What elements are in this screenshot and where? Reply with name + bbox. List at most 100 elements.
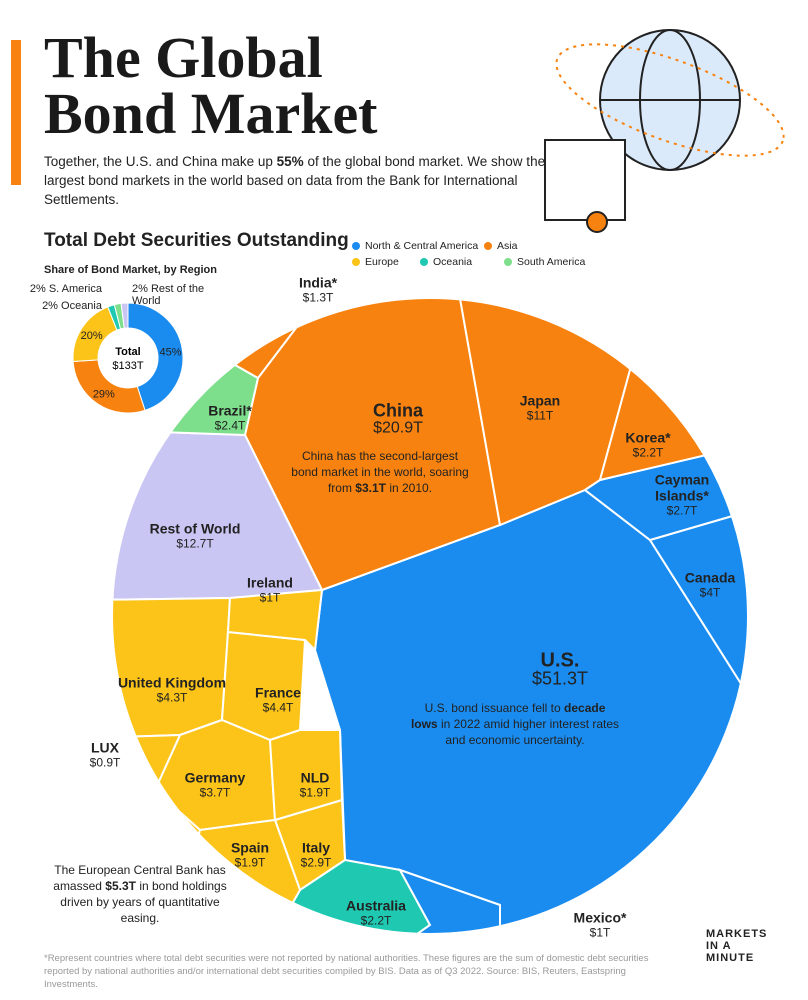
cell-name: Ireland [247, 574, 293, 591]
logo-line: MINUTE [706, 952, 755, 964]
cell-label: Brazil* $2.4T [175, 403, 285, 434]
logo-line: IN A [706, 940, 732, 952]
cell-name: Mexico* [573, 909, 627, 926]
accent-bar [11, 40, 21, 185]
pie-label: 20% [81, 330, 103, 342]
cell-name: LUX [91, 739, 119, 756]
pie-center-name: Total [115, 346, 140, 358]
cell-label: Korea* $2.2T [593, 430, 703, 461]
voronoi-outline [111, 297, 749, 935]
cell-value: $2.2T [632, 445, 664, 460]
pie-slice [120, 302, 129, 329]
cell-label: Italy $2.9T [261, 840, 371, 871]
legend-label: Asia [497, 240, 518, 252]
pie-label: 2% Oceania [42, 300, 102, 312]
cell-name: China [372, 400, 423, 421]
footnote: *Represent countries where total debt se… [44, 953, 649, 990]
text-piece: U.S. bond issuance fell to [424, 701, 565, 715]
cell-label: Japan $11T [485, 393, 595, 424]
cell-name: Rest of World [149, 520, 241, 537]
legend-swatch [484, 242, 492, 250]
cell-name: United Kingdom [117, 674, 227, 691]
legend-item: Asia [484, 240, 517, 252]
cell-label: United Kingdom $4.3T [117, 675, 227, 706]
cell-value: $0.9T [89, 755, 121, 770]
cell-name: Spain [230, 839, 270, 856]
pie-center-value: $133T [112, 360, 143, 372]
text-piece: The European Central Bank has amassed [53, 863, 226, 893]
logo-line: MARKETS [706, 928, 768, 940]
pie-slice [127, 302, 184, 411]
cell-label: Cayman Islands* $2.7T [627, 472, 737, 519]
legend-item: North & Central America [352, 240, 478, 252]
cell-label: Germany $3.7T [160, 770, 270, 801]
subtitle: Together, the U.S. and China make up 55%… [44, 152, 564, 209]
cell-name: Germany [184, 769, 246, 786]
annotation: The European Central Bank has amassed $5… [40, 862, 240, 926]
pie-slice [72, 359, 146, 414]
pie-label: 2% S. America [29, 283, 102, 295]
text-piece: of the global bond market. We show the l… [44, 154, 546, 207]
cell-label: India* $1.3T [263, 275, 373, 306]
cell-label: LUX $0.9T [50, 740, 160, 771]
title: The Global Bond Market [44, 25, 378, 146]
cell-label: France $4.4T [223, 685, 333, 716]
pie-label: 2% Rest of the World [132, 283, 205, 307]
globe-illustration [544, 29, 785, 233]
cell-value: $12.7T [176, 536, 214, 551]
cell-value: $4.4T [262, 700, 294, 715]
legend-swatch [420, 258, 428, 266]
pie-title: Share of Bond Market, by Region [44, 264, 217, 276]
pie-label: 45% [159, 346, 181, 358]
legend-swatch [352, 258, 360, 266]
cell-value: $2.4T [214, 418, 246, 433]
cell-label: U.S. $51.3T [505, 650, 615, 689]
text-piece: in 2010. [385, 481, 433, 495]
text-piece: $5.3T [105, 879, 136, 893]
voronoi-cell [112, 596, 232, 740]
cell-label: NLD $1.9T [260, 770, 370, 801]
legend-swatch [504, 258, 512, 266]
voronoi [112, 298, 748, 934]
cell-value: $1.3T [302, 290, 334, 305]
text-piece: 55% [276, 154, 304, 169]
cell-value: $1.9T [299, 785, 331, 800]
cell-value: $3.7T [199, 785, 231, 800]
logo: MARKETS IN A MINUTE [706, 928, 767, 964]
cell-label: Canada $4T [655, 570, 765, 601]
cell-name: Canada [684, 569, 736, 586]
cell-value: $1.9T [234, 855, 266, 870]
cell-label: Mexico* $1T [545, 910, 655, 941]
cell-label: Rest of World $12.7T [140, 521, 250, 552]
cell-value: $11T [526, 408, 554, 423]
section-title: Total Debt Securities Outstanding [44, 230, 349, 251]
legend-item: South America [504, 256, 585, 268]
cell-value: $20.9T [373, 419, 423, 437]
text-piece: decade lows [410, 701, 606, 731]
text-piece: in bond holdings driven by years of quan… [60, 879, 227, 925]
cell-name: India* [298, 274, 338, 291]
text-piece: $3.1T [355, 481, 386, 495]
legend-swatch [352, 242, 360, 250]
annotation: U.S. bond issuance fell to decade lows i… [410, 700, 620, 748]
cell-name: Korea* [625, 429, 671, 446]
voronoi-cell [376, 868, 501, 934]
pie-label: 29% [93, 389, 115, 401]
cell-label: Australia $2.2T [321, 898, 431, 929]
voronoi-cell [268, 729, 344, 822]
cell-value: $51.3T [531, 668, 589, 689]
text-piece: China has the second-largest bond market… [291, 449, 469, 495]
legend-item: Europe [352, 256, 399, 268]
cell-name: Japan [519, 392, 561, 409]
cell-value: $1T [259, 590, 281, 605]
cell-value: $4T [699, 585, 721, 600]
legend-label: Europe [365, 256, 399, 268]
cell-name: Cayman Islands* [654, 471, 710, 504]
text-piece: Together, the U.S. and China make up [44, 154, 277, 169]
legend-item: Oceania [420, 256, 472, 268]
cell-label: Spain $1.9T [195, 840, 305, 871]
cell-value: $2.2T [360, 913, 392, 928]
cell-name: NLD [300, 769, 330, 786]
legend-label: North & Central America [365, 240, 479, 252]
